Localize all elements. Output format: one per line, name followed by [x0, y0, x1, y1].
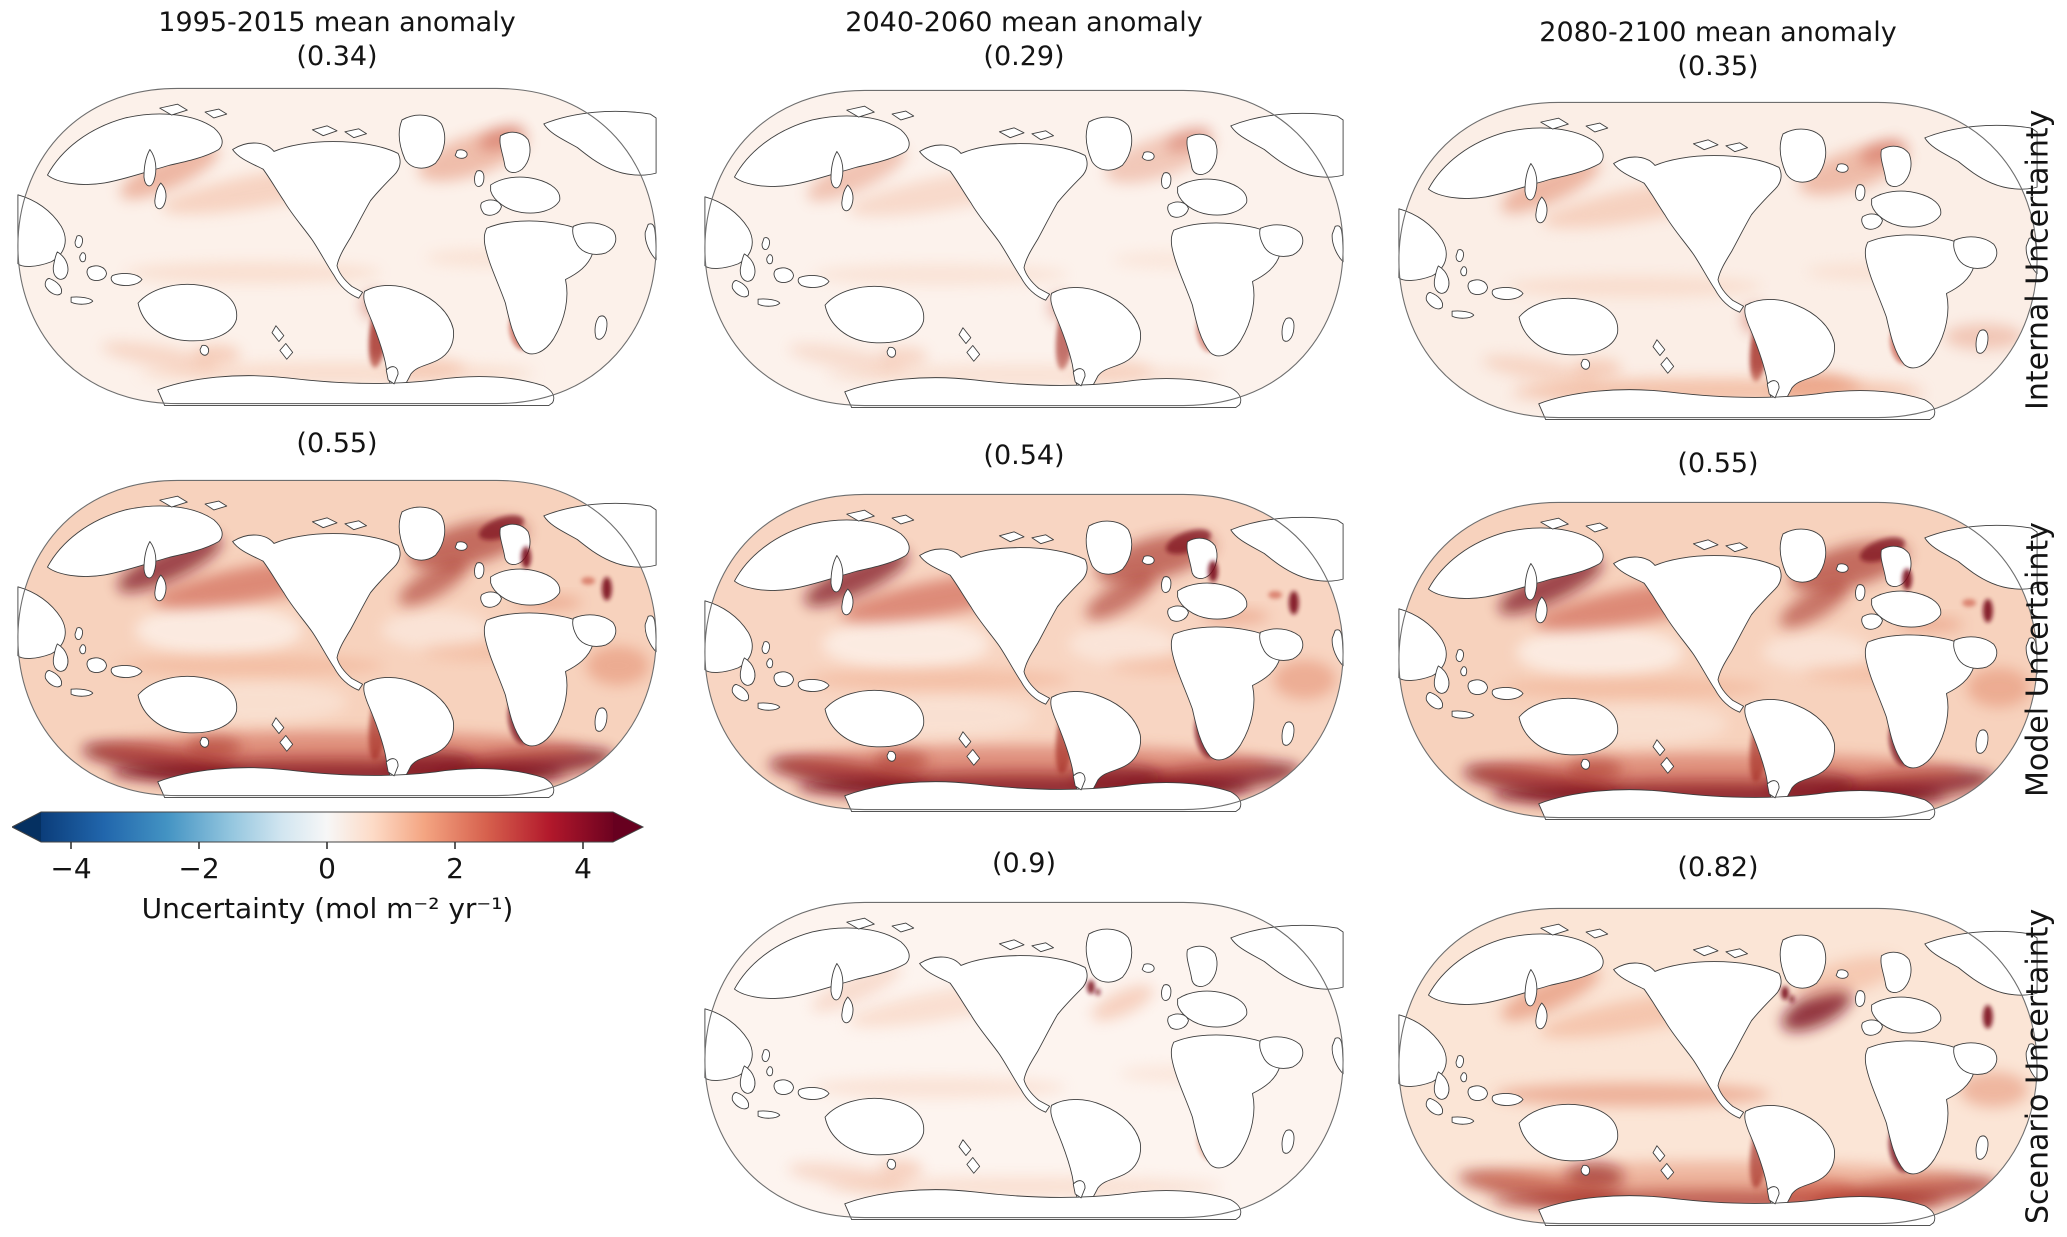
panel-mean-internal: (0.29)	[983, 40, 1065, 72]
map-model-2080-2100	[1398, 501, 2038, 820]
colorbar-tick-label: −4	[50, 852, 91, 885]
panel-mean-internal: (0.34)	[296, 40, 378, 72]
panel-mean-model: (0.55)	[1677, 448, 1759, 479]
map-scenario-2040-2060	[704, 901, 1344, 1220]
map-scenario-2080-2100	[1398, 907, 2038, 1226]
colorbar-axis-label: Uncertainty (mol m⁻² yr⁻¹)	[142, 892, 514, 925]
panel-mean-model: (0.54)	[983, 440, 1065, 471]
column-header-1995-2015: 1995-2015 mean anomaly (0.34)	[12, 6, 662, 74]
panel-mean-scenario: (0.82)	[1677, 852, 1759, 883]
column-header-2040-2060: 2040-2060 mean anomaly (0.29)	[699, 6, 1349, 74]
map-model-2040-2060	[704, 493, 1344, 812]
column-header-2080-2100: 2080-2100 mean anomaly (0.35)	[1393, 16, 2043, 84]
map-internal-2040-2060	[704, 89, 1344, 408]
colorbar: −4 −2 0 2 4 Uncertainty (mol m⁻² yr⁻¹)	[12, 811, 645, 925]
row-label-scenario-uncertainty: Scenario Uncertainty	[2020, 908, 2056, 1224]
column-title: 1995-2015 mean anomaly	[158, 7, 516, 38]
colorbar-tick-label: 0	[318, 852, 336, 885]
row-label-model-uncertainty: Model Uncertainty	[2020, 522, 2056, 798]
colorbar-tick-label: −2	[178, 852, 219, 885]
map-internal-2080-2100	[1398, 101, 2038, 420]
panel-mean-model: (0.55)	[296, 428, 378, 459]
colorbar-tick-label: 4	[574, 852, 592, 885]
row-label-internal-uncertainty: Internal Uncertainty	[2020, 109, 2056, 411]
panel-mean-scenario: (0.9)	[991, 848, 1056, 879]
panel-mean-internal: (0.35)	[1677, 50, 1759, 82]
column-title: 2080-2100 mean anomaly	[1539, 17, 1897, 48]
column-title: 2040-2060 mean anomaly	[845, 7, 1203, 38]
map-model-1995-2015	[17, 479, 657, 798]
colorbar-tick-label: 2	[446, 852, 464, 885]
map-internal-1995-2015	[17, 87, 657, 406]
